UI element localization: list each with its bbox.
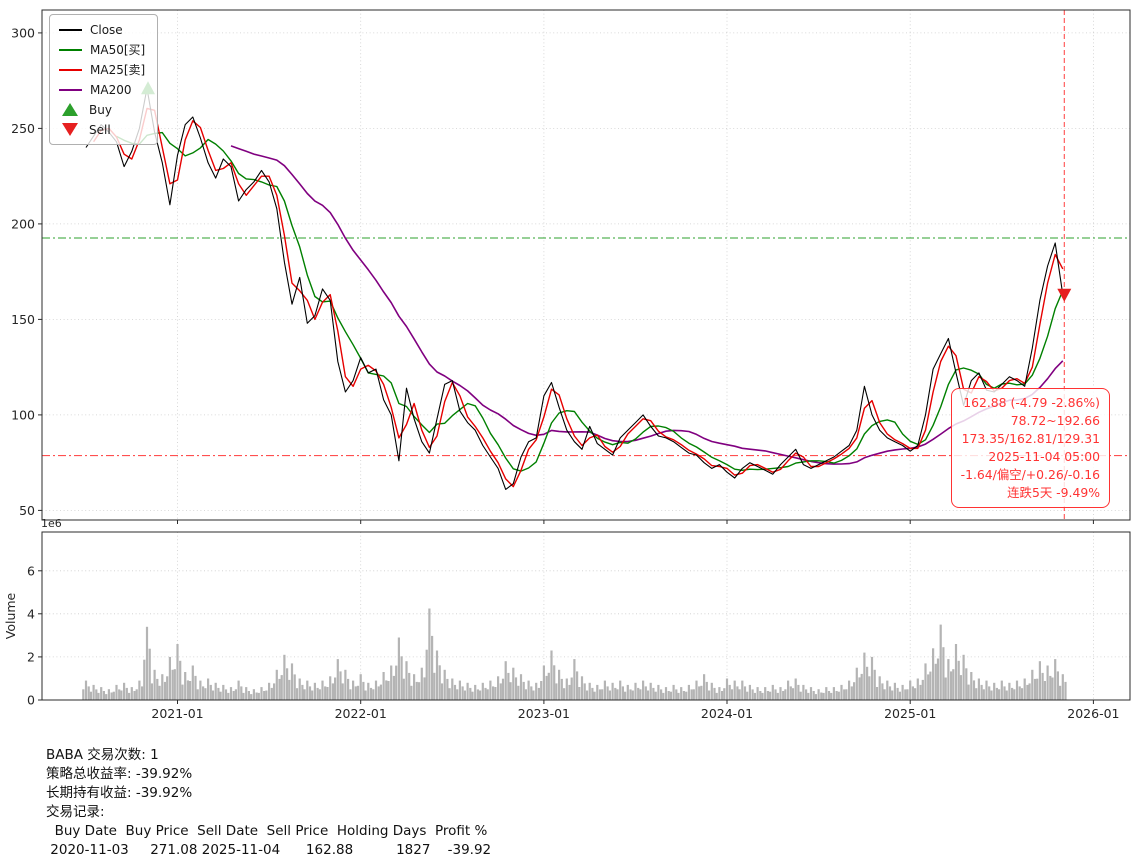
legend-label-buy: Buy xyxy=(89,102,112,117)
sell-marker-icon xyxy=(62,123,78,136)
ma25-line-swatch xyxy=(59,68,82,71)
chart-legend: Close MA50[买] MA25[卖] MA200 Buy Sell xyxy=(49,14,159,145)
ma200-line xyxy=(230,145,1064,465)
x-tick-label: 2026-01 xyxy=(1067,706,1119,721)
legend-item: Close xyxy=(59,22,145,37)
summary-buyhold-return: 长期持有收益: -39.92% xyxy=(46,785,193,801)
annotation-streak: 连跌5天 -9.49% xyxy=(1007,485,1100,500)
volume-bars xyxy=(82,608,1067,700)
volume-axes xyxy=(41,531,1131,701)
summary-strategy-return: 策略总收益率: -39.92% xyxy=(46,766,193,782)
chart-figure: 50 100 150 200 250 300 0 2 4 6 2021-01 2022-01 2023-… xyxy=(3,9,1131,721)
legend-label-ma25: MA25[卖] xyxy=(90,63,146,77)
legend-item: MA25[卖] xyxy=(59,62,145,77)
gridlines xyxy=(42,10,1130,701)
legend-label-ma200: MA200 xyxy=(90,82,132,97)
annotation-ma-values: 173.35/162.81/129.31 xyxy=(961,431,1100,446)
annotation-box: 162.88 (-4.79 -2.86%) 78.72~192.66 173.3… xyxy=(950,388,1110,508)
legend-label-close: Close xyxy=(90,22,123,37)
volume-axis-title: Volume xyxy=(3,592,18,639)
ma50-line-swatch xyxy=(59,48,82,51)
legend-label-ma50: MA50[买] xyxy=(90,43,146,57)
trade-table-row: 2020-11-03 271.08 2025-11-04 162.88 1827… xyxy=(46,842,492,858)
legend-item: Sell xyxy=(59,122,145,137)
chart-canvas: 50 100 150 200 250 300 0 2 4 6 2021-01 2022-01 2023-… xyxy=(3,9,1131,721)
buy-marker-icon xyxy=(62,103,78,116)
trade-table-header: Buy Date Buy Price Sell Date Sell Price … xyxy=(46,823,488,839)
volume-y-tick-label: 4 xyxy=(27,606,35,621)
volume-y-tick-label: 6 xyxy=(27,563,35,578)
stock-chart-svg: 50 100 150 200 250 300 0 2 4 6 2021-01 2022-01 2023-… xyxy=(3,9,1131,721)
annotation-range: 78.72~192.66 xyxy=(1010,413,1100,428)
price-y-tick-label: 150 xyxy=(11,312,35,327)
summary-trade-count: BABA 交易次数: 1 xyxy=(46,747,159,763)
price-y-tick-label: 200 xyxy=(11,216,35,231)
price-axes xyxy=(41,9,1131,521)
x-tick-label: 2025-01 xyxy=(884,706,936,721)
volume-scale-label: 1e6 xyxy=(41,517,62,530)
legend-item: MA50[买] xyxy=(59,42,145,57)
summary-trade-log-title: 交易记录: xyxy=(46,804,105,820)
ma50-line xyxy=(116,131,1064,472)
x-tick-label: 2022-01 xyxy=(335,706,387,721)
ma200-line-swatch xyxy=(59,88,82,91)
price-y-tick-label: 50 xyxy=(19,503,35,518)
volume-y-tick-label: 2 xyxy=(27,649,35,664)
annotation-indicators: -1.64/偏空/+0.26/-0.16 xyxy=(960,467,1100,482)
summary-block: BABA 交易次数: 1 策略总收益率: -39.92% 长期持有收益: -39… xyxy=(0,738,1146,860)
annotation-price: 162.88 (-4.79 -2.86%) xyxy=(963,395,1100,410)
sell-marker xyxy=(1057,288,1072,302)
x-tick-label: 2023-01 xyxy=(518,706,570,721)
price-y-tick-label: 100 xyxy=(11,407,35,422)
price-y-tick-label: 250 xyxy=(11,121,35,136)
legend-item: MA200 xyxy=(59,82,145,97)
x-tick-label: 2021-01 xyxy=(151,706,203,721)
close-line xyxy=(85,87,1064,490)
price-y-tick-label: 300 xyxy=(11,25,35,40)
ma25-line xyxy=(93,107,1064,488)
legend-item: Buy xyxy=(59,102,145,117)
volume-y-tick-label: 0 xyxy=(27,693,35,708)
x-tick-label: 2024-01 xyxy=(701,706,753,721)
annotation-datetime: 2025-11-04 05:00 xyxy=(988,449,1100,464)
axis-ticks-and-labels: 50 100 150 200 250 300 0 2 4 6 2021-01 2022-01 2023-… xyxy=(3,25,1120,721)
close-line-swatch xyxy=(59,28,82,31)
legend-label-sell: Sell xyxy=(89,122,111,137)
